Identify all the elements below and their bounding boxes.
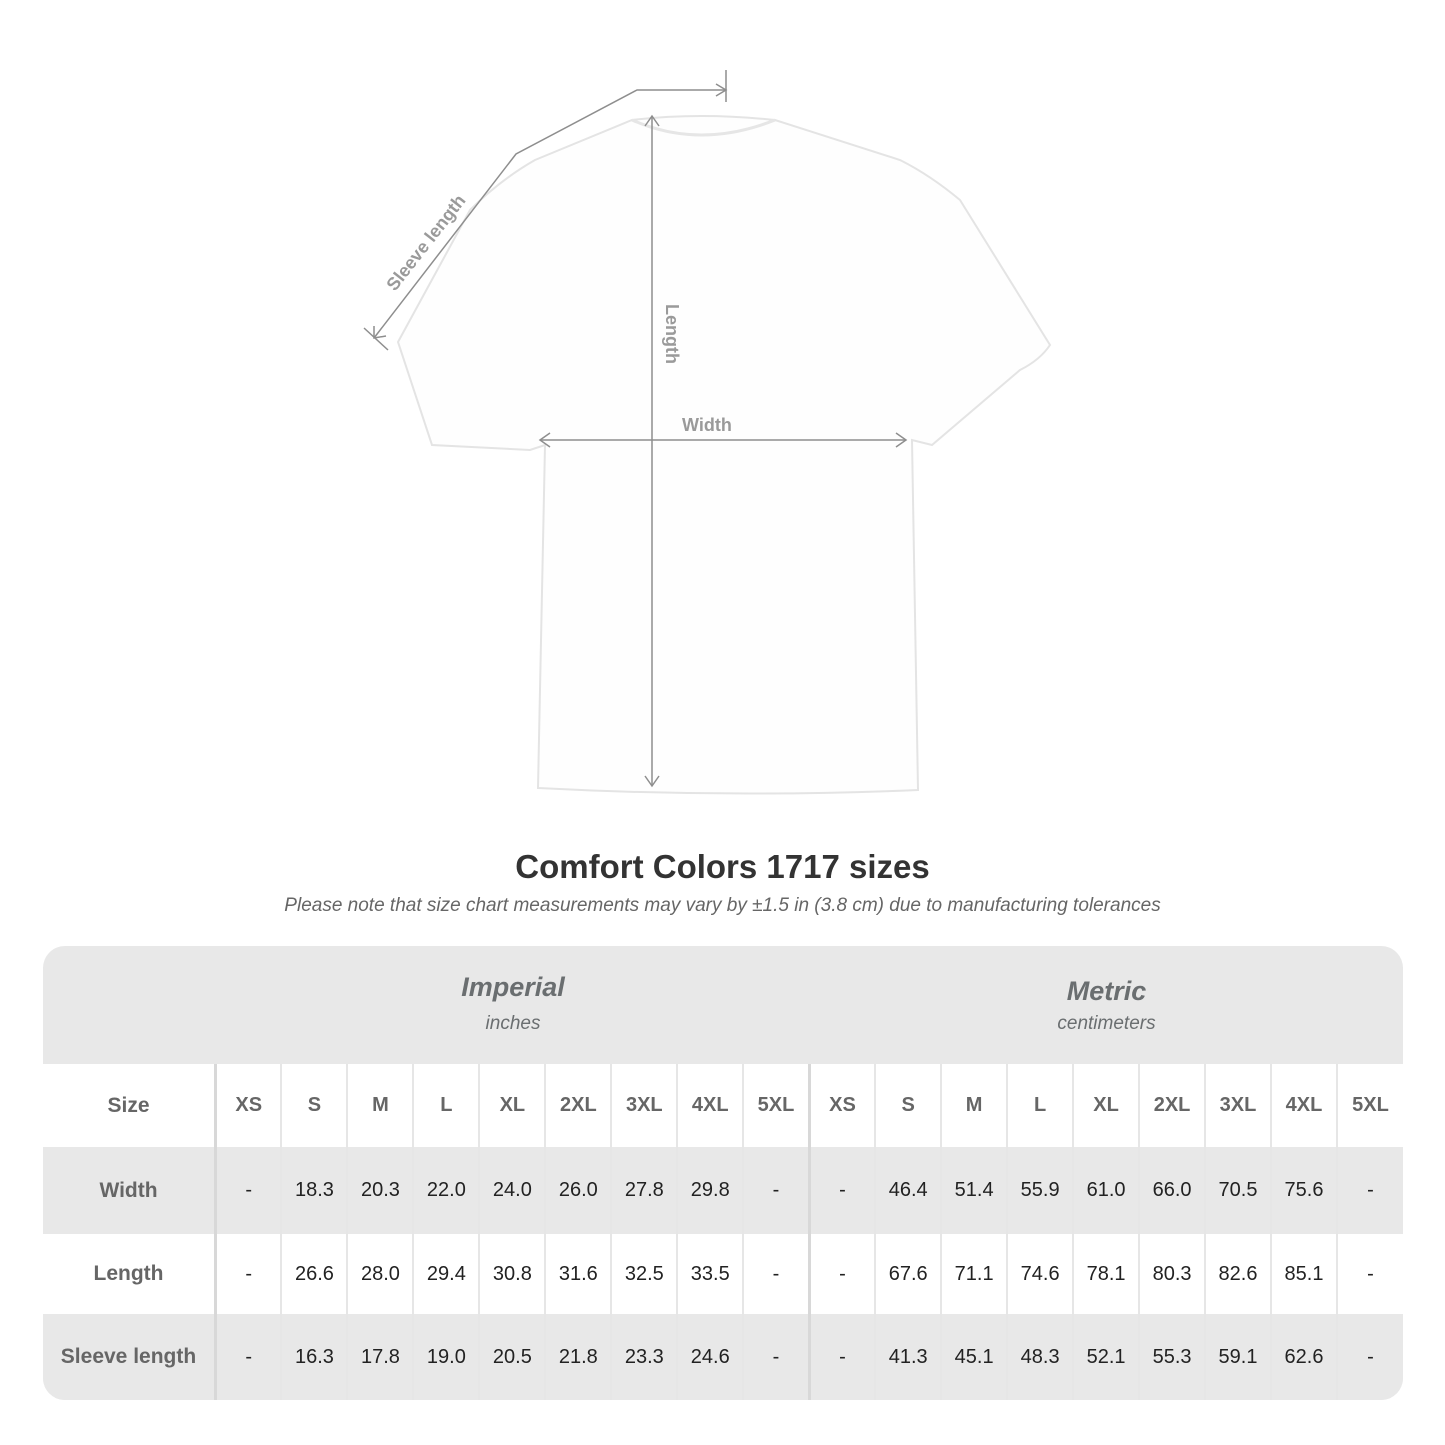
size-header-label: Size [43, 1064, 217, 1147]
metric-value-cell: 80.3 [1138, 1234, 1206, 1314]
metric-size-xs: XS [807, 1064, 876, 1147]
metric-value-cell: - [807, 1147, 876, 1234]
metric-value-cell: 61.0 [1072, 1147, 1140, 1234]
imperial-size-5xl: 5XL [742, 1064, 810, 1147]
metric-size-l: L [1006, 1064, 1074, 1147]
metric-value-cell: - [1335, 1234, 1403, 1314]
imperial-title: Imperial [461, 972, 565, 1002]
metric-title: Metric [1066, 976, 1147, 1006]
metric-value-cell: 52.1 [1072, 1314, 1140, 1400]
imperial-value-cell: 22.0 [412, 1147, 480, 1234]
metric-value-cell: 48.3 [1006, 1314, 1074, 1400]
metric-value-cell: 55.9 [1006, 1147, 1074, 1234]
imperial-value-cell: 30.8 [478, 1234, 546, 1314]
imperial-value-cell: - [214, 1314, 282, 1400]
imperial-value-cell: 21.8 [544, 1314, 612, 1400]
imperial-value-cell: - [742, 1314, 810, 1400]
imperial-value-cell: 33.5 [676, 1234, 744, 1314]
metric-value-cell: 45.1 [940, 1314, 1008, 1400]
metric-value-cell: 41.3 [874, 1314, 942, 1400]
imperial-size-3xl: 3XL [610, 1064, 678, 1147]
metric-size-m: M [940, 1064, 1008, 1147]
row-label: Sleeve length [43, 1314, 217, 1400]
size-header-row: Size XS S M L XL 2XL 3XL 4XL 5XL XS S M L XL 2XL 3XL 4XL 5… [43, 1064, 1403, 1147]
imperial-value-cell: 18.3 [280, 1147, 348, 1234]
imperial-value-cell: 29.4 [412, 1234, 480, 1314]
table-row: Length -26.6 28.0 29.4 30.8 31.6 32.5 33.5- -67.… [43, 1234, 1403, 1314]
width-label: Width [682, 415, 732, 435]
metric-value-cell: 55.3 [1138, 1314, 1206, 1400]
imperial-value-cell: 26.0 [544, 1147, 612, 1234]
imperial-value-cell: 23.3 [610, 1314, 678, 1400]
metric-value-cell: 78.1 [1072, 1234, 1140, 1314]
metric-value-cell: 51.4 [940, 1147, 1008, 1234]
imperial-value-cell: 26.6 [280, 1234, 348, 1314]
metric-value-cell: - [807, 1234, 876, 1314]
measurement-lines [363, 70, 908, 788]
metric-value-cell: 66.0 [1138, 1147, 1206, 1234]
size-table: Imperial inches Metric centimeters Size X… [43, 946, 1403, 1400]
metric-size-4xl: 4XL [1270, 1064, 1337, 1147]
imperial-value-cell: 27.8 [610, 1147, 678, 1234]
row-label: Length [43, 1234, 217, 1314]
imperial-size-2xl: 2XL [544, 1064, 612, 1147]
metric-value-cell: - [807, 1314, 876, 1400]
imperial-size-xs: XS [214, 1064, 282, 1147]
tshirt-image [396, 115, 1052, 795]
tshirt-diagram: Sleeve length Length Width [363, 70, 1052, 795]
table-row: Width -18.3 20.3 22.0 24.0 26.0 27.8 29.8- -46.4… [43, 1147, 1403, 1234]
imperial-value-cell: - [742, 1147, 810, 1234]
metric-size-s: S [874, 1064, 942, 1147]
imperial-value-cell: - [214, 1234, 282, 1314]
metric-unit: centimeters [1057, 1013, 1156, 1034]
imperial-value-cell: 24.6 [676, 1314, 744, 1400]
imperial-value-cell: 24.0 [478, 1147, 546, 1234]
imperial-header: Imperial inches [216, 946, 810, 1064]
imperial-value-cell: 20.3 [346, 1147, 414, 1234]
metric-size-2xl: 2XL [1138, 1064, 1206, 1147]
metric-value-cell: 82.6 [1204, 1234, 1271, 1314]
imperial-size-m: M [346, 1064, 414, 1147]
chart-title: Comfort Colors 1717 sizes [515, 848, 930, 885]
imperial-value-cell: 32.5 [610, 1234, 678, 1314]
imperial-size-l: L [412, 1064, 480, 1147]
metric-value-cell: 70.5 [1204, 1147, 1271, 1234]
imperial-value-cell: - [742, 1234, 810, 1314]
size-grid: Size XS S M L XL 2XL 3XL 4XL 5XL XS S M L XL 2XL 3XL 4XL 5… [43, 1064, 1403, 1400]
metric-size-3xl: 3XL [1204, 1064, 1271, 1147]
metric-value-cell: 74.6 [1006, 1234, 1074, 1314]
imperial-value-cell: 16.3 [280, 1314, 348, 1400]
imperial-value-cell: 19.0 [412, 1314, 480, 1400]
imperial-value-cell: 17.8 [346, 1314, 414, 1400]
imperial-value-cell: 28.0 [346, 1234, 414, 1314]
imperial-value-cell: 29.8 [676, 1147, 744, 1234]
metric-value-cell: 59.1 [1204, 1314, 1271, 1400]
metric-size-xl: XL [1072, 1064, 1140, 1147]
length-label: Length [662, 304, 682, 364]
metric-value-cell: 85.1 [1270, 1234, 1337, 1314]
metric-value-cell: 46.4 [874, 1147, 942, 1234]
metric-value-cell: 67.6 [874, 1234, 942, 1314]
metric-value-cell: 75.6 [1270, 1147, 1337, 1234]
collar [631, 118, 776, 137]
imperial-value-cell: - [214, 1147, 282, 1234]
imperial-size-4xl: 4XL [676, 1064, 744, 1147]
metric-size-5xl: 5XL [1335, 1064, 1403, 1147]
row-label: Width [43, 1147, 217, 1234]
metric-value-cell: - [1335, 1147, 1403, 1234]
metric-value-cell: - [1335, 1314, 1403, 1400]
metric-header: Metric centimeters [810, 946, 1403, 1064]
imperial-value-cell: 31.6 [544, 1234, 612, 1314]
table-row: Sleeve length -16.3 17.8 19.0 20.5 21.8 23.3 24… [43, 1314, 1403, 1400]
imperial-unit: inches [485, 1013, 541, 1034]
imperial-size-xl: XL [478, 1064, 546, 1147]
metric-value-cell: 62.6 [1270, 1314, 1337, 1400]
imperial-value-cell: 20.5 [478, 1314, 546, 1400]
metric-value-cell: 71.1 [940, 1234, 1008, 1314]
imperial-size-s: S [280, 1064, 348, 1147]
tolerance-note: Please note that size chart measurements… [284, 895, 1161, 916]
